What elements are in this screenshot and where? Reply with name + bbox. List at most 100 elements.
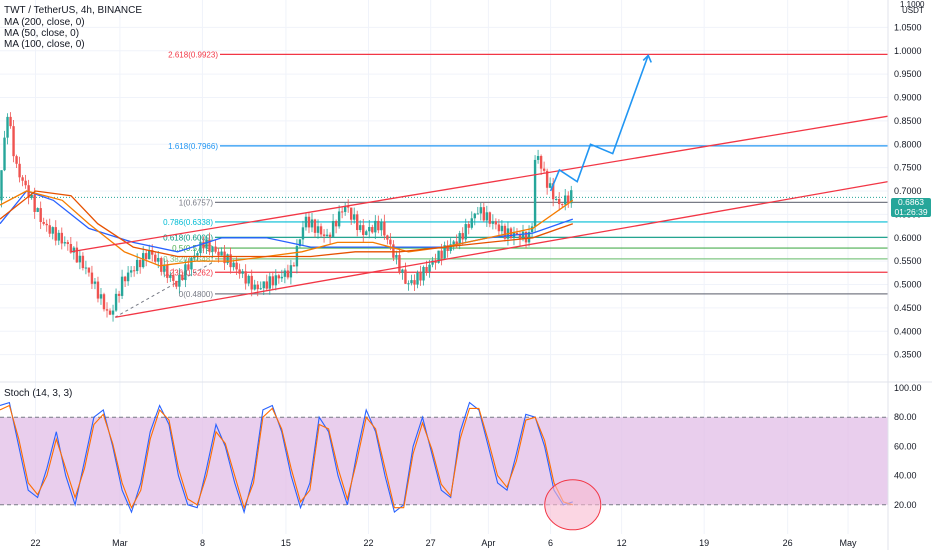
candle-body xyxy=(148,250,151,260)
candle-body xyxy=(166,264,169,278)
candle-body xyxy=(380,221,383,231)
bar-countdown: 01:26:39 xyxy=(894,206,928,217)
price-tick-label: 0.8000 xyxy=(894,139,922,149)
projection-line[interactable] xyxy=(549,55,649,192)
candle-body xyxy=(102,294,106,310)
candle-body xyxy=(223,251,226,264)
candle-body xyxy=(126,272,130,282)
last-price-box[interactable]: 0.6863 01:26:39 xyxy=(891,197,931,217)
candle-body xyxy=(377,220,380,231)
candle-body xyxy=(181,274,184,281)
candle-body xyxy=(277,275,281,279)
candle-body xyxy=(340,211,344,213)
candle-body xyxy=(111,310,115,315)
candle-body xyxy=(108,310,112,315)
stochastic-pane xyxy=(0,401,888,531)
candle-body xyxy=(449,244,452,251)
candle-body xyxy=(304,216,308,228)
stoch-tick-label: 60.00 xyxy=(894,441,917,451)
projection-arrowhead xyxy=(642,54,652,63)
candle-body xyxy=(527,232,531,243)
candle-body xyxy=(334,221,338,227)
candle-body xyxy=(548,183,552,188)
candle-body xyxy=(117,293,121,296)
candle-body xyxy=(310,219,314,228)
candle-body xyxy=(123,276,127,282)
price-tick-label: 0.4500 xyxy=(894,303,922,313)
currency-label: USDT xyxy=(902,6,924,15)
fib-level-label: 0.618(0.6009) xyxy=(163,233,213,242)
fib-level-label: 1.618(0.7966) xyxy=(168,142,218,151)
candle-body xyxy=(542,168,546,171)
candle-body xyxy=(151,250,154,255)
candle-body xyxy=(551,183,555,200)
candle-body xyxy=(138,259,142,268)
time-tick-label: 12 xyxy=(617,538,627,548)
candle-body xyxy=(54,227,57,241)
candle-body xyxy=(413,280,416,285)
fib-levels[interactable]: 2.618(0.9923) 1.618(0.7966) 1(0.6757) 0.786… xyxy=(114,50,888,318)
candle-body xyxy=(6,116,9,138)
ma200-legend[interactable]: MA (200, close, 0) xyxy=(4,17,85,28)
candle-body xyxy=(437,250,440,263)
candle-body xyxy=(99,294,103,299)
candle-body xyxy=(401,269,404,273)
candle-body xyxy=(346,206,350,208)
candle-body xyxy=(184,264,187,281)
candle-body xyxy=(564,195,567,205)
candle-body xyxy=(570,190,573,204)
candle-body xyxy=(316,226,320,233)
candle-body xyxy=(241,271,244,274)
candle-body xyxy=(286,270,290,278)
stoch-tick-label: 20.00 xyxy=(894,500,917,510)
candle-body xyxy=(256,284,259,290)
price-axis[interactable]: 1.0500 1.0000 0.9500 0.9000 0.8500 0.8000 0.75… xyxy=(894,22,922,359)
currency-top-price: 1.1000 xyxy=(900,0,925,9)
candle-body xyxy=(461,233,464,240)
candle-body xyxy=(292,265,296,267)
candle-body xyxy=(425,266,428,272)
time-tick-label: Mar xyxy=(112,538,128,548)
oversold-highlight[interactable] xyxy=(544,479,602,531)
candle-body xyxy=(87,267,91,273)
candle-body xyxy=(536,156,540,160)
stochastic-axis[interactable]: 100.00 80.00 60.00 40.00 20.00 xyxy=(894,383,922,510)
candle-body xyxy=(503,225,507,239)
price-tick-label: 1.0000 xyxy=(894,46,922,56)
time-tick-label: 15 xyxy=(281,538,291,548)
candle-body xyxy=(238,269,241,274)
candle-body xyxy=(494,221,498,225)
trend-channel[interactable] xyxy=(70,115,889,318)
candle-body xyxy=(473,213,476,219)
candle-body xyxy=(154,254,157,262)
candle-body xyxy=(93,281,97,284)
candle-body xyxy=(271,276,275,286)
candle-body xyxy=(343,206,347,212)
candle-body xyxy=(160,257,163,272)
stoch-legend[interactable]: Stoch (14, 3, 3) xyxy=(4,388,73,399)
channel-upper-line[interactable] xyxy=(70,115,889,253)
ma100-legend[interactable]: MA (100, close, 0) xyxy=(4,39,85,50)
channel-lower-line[interactable] xyxy=(115,181,889,318)
symbol-title[interactable]: TWT / TetherUS, 4h, BINANCE xyxy=(4,5,143,16)
ma100-line xyxy=(0,190,574,258)
candle-body xyxy=(458,233,461,245)
candle-body xyxy=(51,227,54,234)
price-tick-label: 0.3500 xyxy=(894,350,922,360)
candle-body xyxy=(407,283,410,285)
candle-body xyxy=(202,241,205,249)
candle-body xyxy=(66,242,70,244)
projection-path[interactable] xyxy=(549,54,652,192)
moving-averages xyxy=(0,190,574,267)
candle-body xyxy=(265,281,268,289)
candle-body xyxy=(199,241,202,254)
ma50-legend[interactable]: MA (50, close, 0) xyxy=(4,28,80,39)
stoch-tick-label: 40.00 xyxy=(894,471,917,481)
fib-level-label: 2.618(0.9923) xyxy=(168,50,218,59)
price-tick-label: 0.6000 xyxy=(894,233,922,243)
candle-body xyxy=(211,246,214,252)
time-axis[interactable]: 22 Mar 8 15 22 27 Apr 6 12 19 26 May xyxy=(31,538,858,548)
candle-body xyxy=(488,212,492,224)
